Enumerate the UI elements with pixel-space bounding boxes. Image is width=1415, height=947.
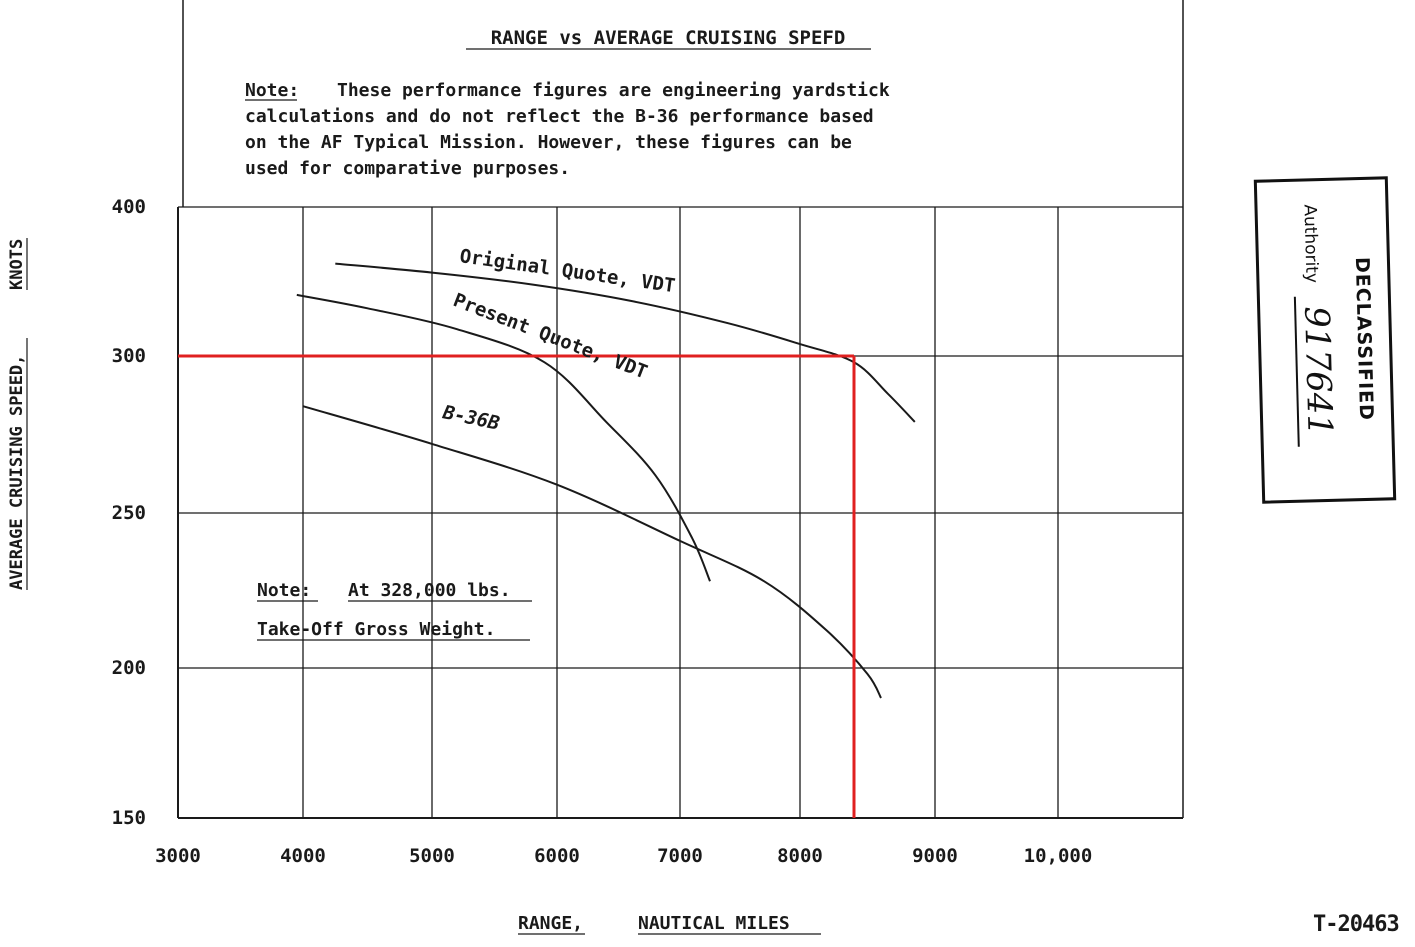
axes <box>177 207 1184 819</box>
x-tick-label-7000: 7000 <box>657 845 703 867</box>
series-label-b36b: B-36B <box>440 401 502 435</box>
reference-lines <box>178 354 856 818</box>
y-axis-label-main: AVERAGE CRUISING SPEED, <box>7 355 27 590</box>
y-tick-label-400: 400 <box>112 196 146 218</box>
y-axis-label-unit: KNOTS <box>7 239 27 290</box>
x-tick-label-6000: 6000 <box>534 845 580 867</box>
y-axis-label: AVERAGE CRUISING SPEED, KNOTS <box>7 238 28 590</box>
x-tick-label-8000: 8000 <box>777 845 823 867</box>
stamp-authority-label: Authority <box>1299 204 1322 284</box>
stamp-authority-number: 917641 <box>1293 295 1340 447</box>
x-axis-label-main: RANGE, <box>518 913 583 934</box>
declassified-stamp: DECLASSIFIED Authority 917641 <box>1253 176 1397 504</box>
grid <box>178 206 1183 818</box>
note-top-label: Note: <box>245 80 299 101</box>
note-top-line-2: calculations and do not reflect the B-36… <box>245 106 874 127</box>
x-axis-label-unit: NAUTICAL MILES <box>638 913 790 934</box>
stamp-title: DECLASSIFIED <box>1350 256 1378 422</box>
note-top-line-1: These performance figures are engineerin… <box>337 80 890 101</box>
x-tick-label-5000: 5000 <box>409 845 455 867</box>
x-tick-label-9000: 9000 <box>912 845 958 867</box>
present-quote-line <box>296 293 711 582</box>
chart-title: RANGE vs AVERAGE CRUISING SPEFD <box>491 27 846 49</box>
document-number: T-20463 <box>1313 912 1400 937</box>
tick-labels: 3000 4000 5000 6000 7000 8000 9000 10,000 150 200… <box>112 196 1093 867</box>
note-top-line-4: used for comparative purposes. <box>245 158 570 179</box>
x-tick-label-3000: 3000 <box>155 845 201 867</box>
original-quote-line <box>335 262 916 423</box>
y-tick-label-300: 300 <box>112 345 146 367</box>
note-bottom-line-1: At 328,000 lbs. <box>348 580 511 601</box>
x-tick-label-4000: 4000 <box>280 845 326 867</box>
b36b-line <box>302 405 882 699</box>
note-bottom-label: Note: <box>257 580 311 601</box>
y-tick-label-200: 200 <box>112 657 146 679</box>
note-top-line-3: on the AF Typical Mission. However, thes… <box>245 132 852 153</box>
note-bottom-line-2: Take-Off Gross Weight. <box>257 619 495 640</box>
y-tick-label-150: 150 <box>112 807 146 829</box>
y-tick-label-250: 250 <box>112 502 146 524</box>
x-tick-label-10000: 10,000 <box>1024 845 1093 867</box>
